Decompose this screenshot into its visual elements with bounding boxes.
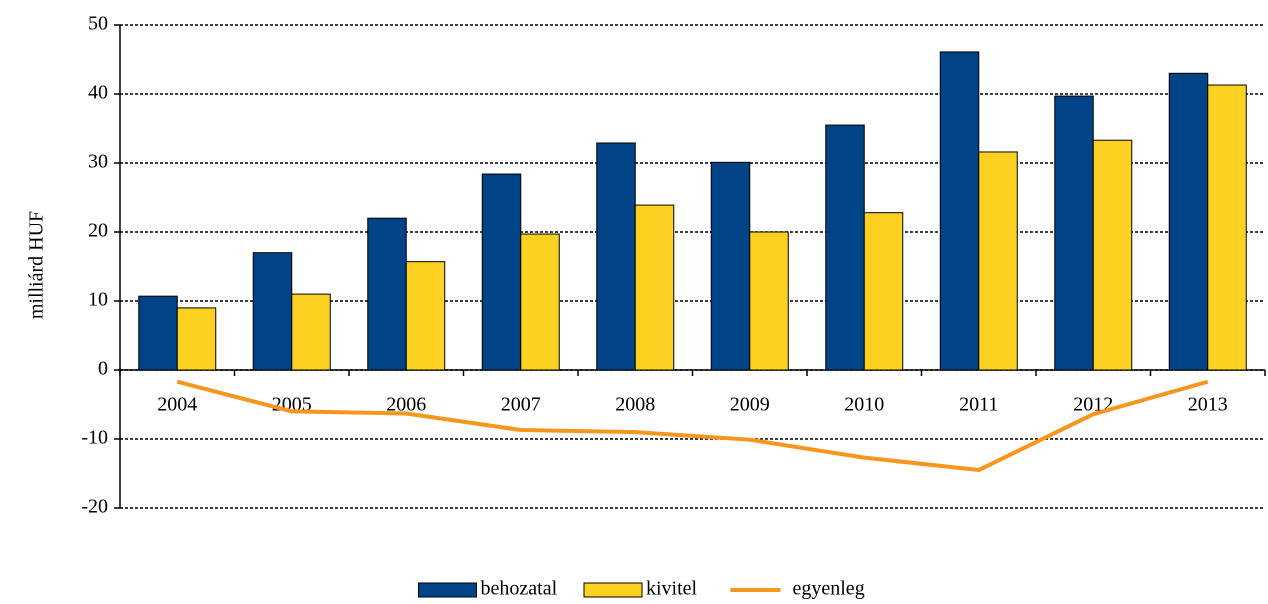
legend-label: behozatal bbox=[481, 578, 558, 600]
bar bbox=[749, 231, 789, 371]
bar bbox=[1207, 84, 1247, 371]
y-tick-label: 20 bbox=[88, 220, 108, 242]
legend-label: egyenleg bbox=[793, 578, 865, 600]
legend-swatch bbox=[583, 582, 643, 598]
bar bbox=[939, 51, 980, 371]
y-tick-label: 0 bbox=[98, 358, 108, 380]
x-tick-label: 2006 bbox=[386, 394, 426, 416]
y-tick-label: 10 bbox=[88, 289, 108, 311]
legend-label: kivitel bbox=[646, 578, 698, 600]
bar bbox=[1054, 95, 1094, 371]
bar bbox=[978, 151, 1018, 371]
bar bbox=[405, 261, 446, 371]
x-tick-label: 2004 bbox=[157, 394, 197, 416]
y-tick-label: -10 bbox=[81, 427, 108, 449]
bar bbox=[863, 212, 904, 371]
bar bbox=[138, 295, 178, 371]
bar bbox=[520, 233, 560, 371]
y-tick-label: 40 bbox=[88, 82, 108, 104]
y-axis-label: milliárd HUF bbox=[26, 211, 48, 319]
bar bbox=[596, 142, 636, 371]
x-tick-label: 2008 bbox=[615, 394, 655, 416]
bar bbox=[825, 124, 865, 371]
bar bbox=[481, 173, 522, 371]
y-tick-label: -20 bbox=[81, 496, 108, 518]
bar bbox=[710, 161, 751, 371]
line bbox=[176, 379, 1209, 473]
x-tick-label: 2009 bbox=[730, 394, 770, 416]
bar bbox=[176, 307, 217, 371]
bar bbox=[1168, 72, 1209, 371]
bar bbox=[634, 204, 675, 371]
y-tick-label: 50 bbox=[88, 13, 108, 35]
y-tick-label: 30 bbox=[88, 151, 108, 173]
legend-swatch bbox=[418, 582, 477, 598]
x-tick-label: 2013 bbox=[1188, 394, 1228, 416]
bar bbox=[1092, 139, 1133, 371]
bar bbox=[291, 293, 331, 371]
bar bbox=[367, 217, 407, 371]
x-tick-label: 2010 bbox=[844, 394, 884, 416]
x-tick-label: 2007 bbox=[501, 394, 541, 416]
bar bbox=[252, 252, 293, 371]
x-tick-label: 2011 bbox=[959, 394, 998, 416]
